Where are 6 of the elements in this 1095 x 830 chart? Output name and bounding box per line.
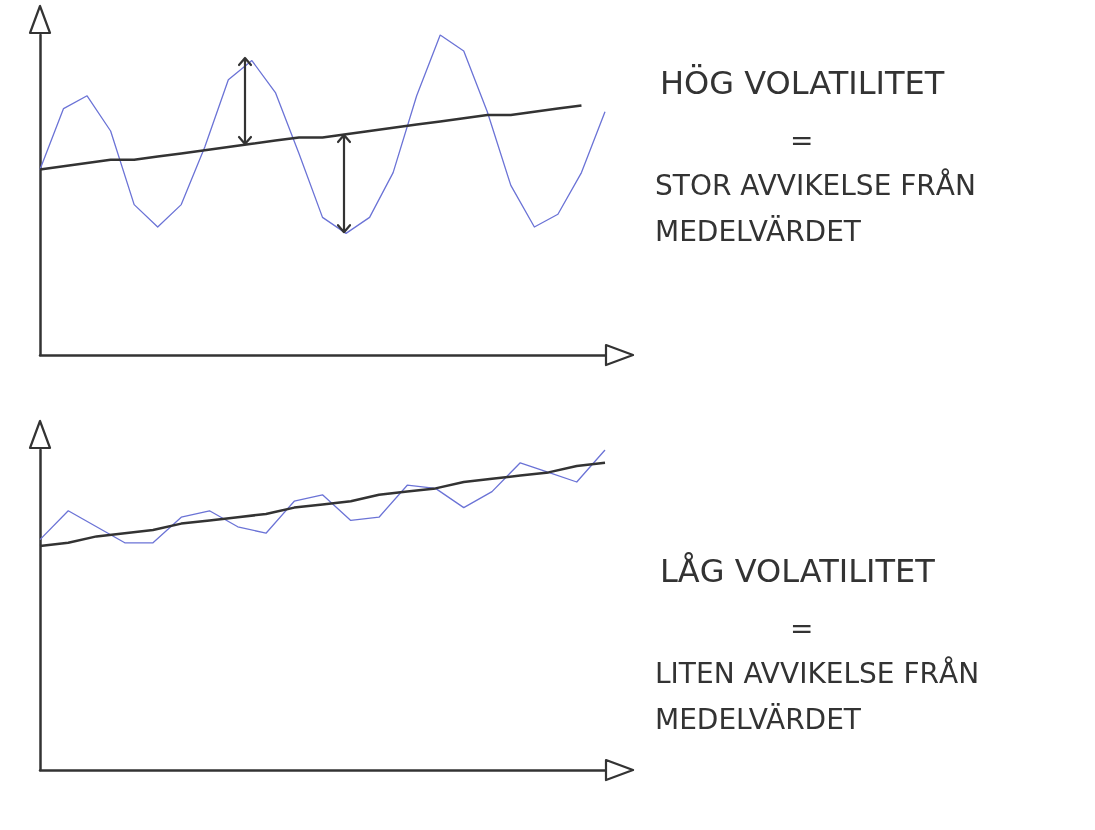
text: = (790, 123, 814, 157)
text: = (790, 611, 814, 645)
text: LITEN AVVIKELSE FRÅN MEDELVÄRDET (655, 655, 989, 736)
text: STOR AVVIKELSE FRÅN MEDELVÄRDET (655, 167, 985, 248)
text: HÖG VOLATILITET (660, 64, 945, 102)
text: LÅG VOLATILITET (660, 552, 936, 590)
